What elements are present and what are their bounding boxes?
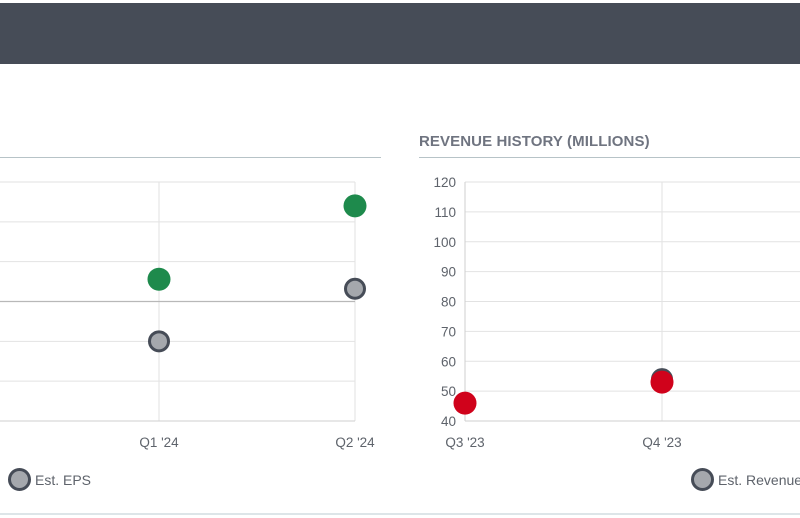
revenue-legend-estimate[interactable]: Est. Revenue <box>691 468 800 491</box>
footer-divider <box>0 513 800 515</box>
x-tick-label: Q1 '24 <box>139 435 179 450</box>
legend-label: Est. Revenue <box>718 471 800 488</box>
y-tick-label: 50 <box>441 384 456 399</box>
legend-swatch-estimate-icon <box>8 468 31 491</box>
x-tick-label: Q2 '24 <box>335 435 375 450</box>
y-tick-label: 40 <box>441 414 456 429</box>
actual-point <box>343 194 367 218</box>
revenue-title-rule <box>419 157 800 158</box>
y-tick-label: 70 <box>441 324 456 339</box>
revenue-chart-title: REVENUE HISTORY (MILLIONS) <box>419 133 650 150</box>
actual-point <box>147 267 171 291</box>
y-tick-label: 120 <box>433 175 456 190</box>
y-tick-label: 110 <box>434 205 456 220</box>
header-bar <box>0 3 800 64</box>
legend-swatch-estimate-icon <box>691 468 714 491</box>
y-tick-label: 100 <box>433 235 456 250</box>
estimate-point <box>148 330 170 353</box>
x-tick-label: Q3 '23 <box>445 435 484 450</box>
eps-history-chart: Q1 '24 Q2 '24 <box>0 181 375 450</box>
actual-point <box>650 370 674 394</box>
x-tick-label: Q4 '23 <box>642 435 681 450</box>
revenue-history-chart: 40 50 60 70 80 90 100 110 120 Q3 '23 Q4 '23 <box>433 175 800 450</box>
y-tick-label: 90 <box>441 265 456 280</box>
estimate-point <box>344 277 366 300</box>
legend-label: Est. EPS <box>35 471 92 488</box>
actual-point <box>453 391 477 415</box>
eps-legend-estimate[interactable]: Est. EPS <box>8 468 91 491</box>
y-tick-label: 60 <box>441 354 456 369</box>
y-tick-label: 80 <box>441 295 456 310</box>
eps-title-rule <box>0 157 381 158</box>
